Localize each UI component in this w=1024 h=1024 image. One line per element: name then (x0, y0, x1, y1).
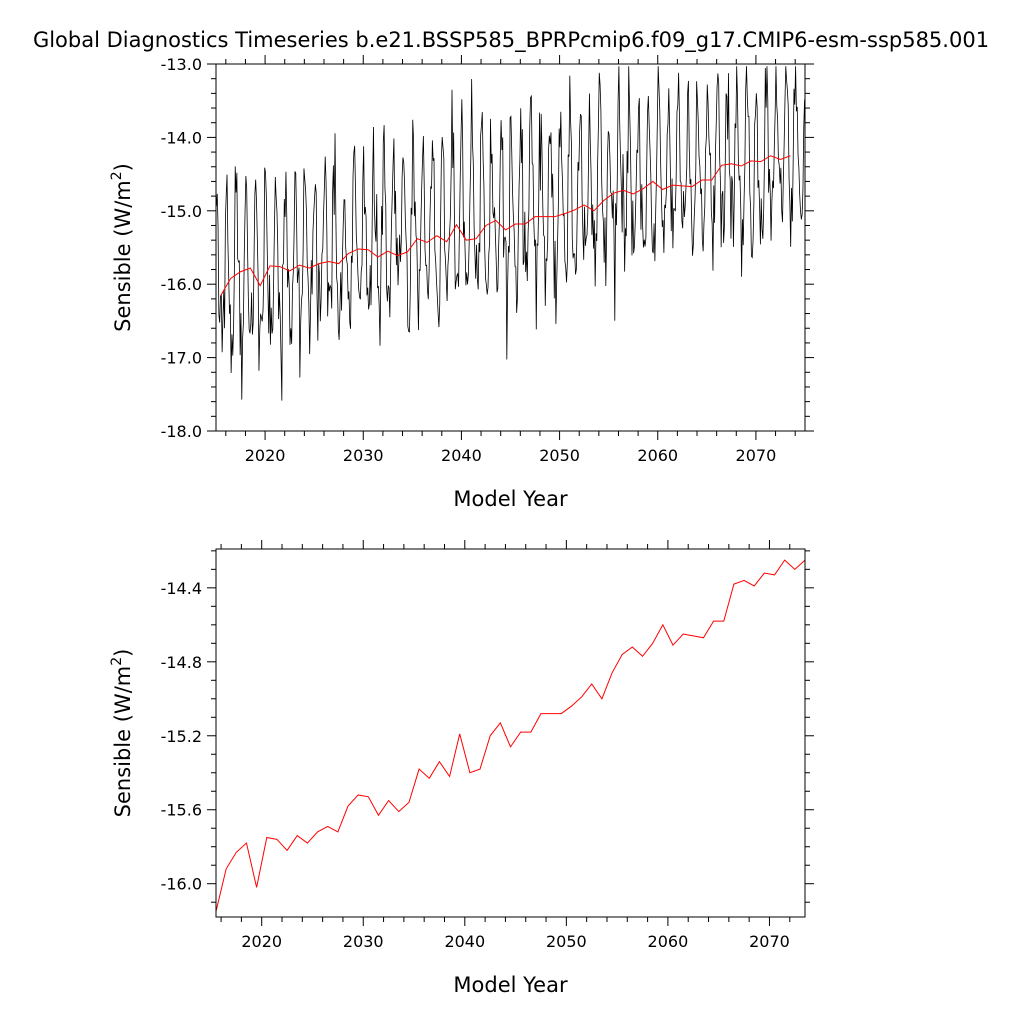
x-tick-label: 2050 (539, 446, 580, 465)
y-tick-label: -14.0 (161, 128, 202, 147)
plot-frame (215, 548, 806, 918)
y-tick-label: -13.0 (161, 55, 202, 74)
y-tick-label: -15.0 (161, 202, 202, 221)
x-tick-label: 2060 (637, 446, 678, 465)
x-tick-label: 2060 (648, 932, 689, 951)
y-tick-label: -14.8 (161, 653, 202, 672)
figure-title: Global Diagnostics Timeseries b.e21.BSSP… (33, 28, 989, 53)
y-tick-label: -18.0 (161, 422, 202, 441)
x-axis-label: Model Year (453, 973, 568, 997)
y-axis-label: Sensible (W/m2) (109, 649, 135, 818)
x-tick-label: 2050 (546, 932, 587, 951)
plot-frame (215, 63, 806, 432)
y-tick-label: -15.2 (161, 727, 202, 746)
y-tick-label: -15.6 (161, 801, 202, 820)
annual-mean-line (220, 155, 791, 296)
x-tick-label: 2020 (241, 932, 282, 951)
x-tick-label: 2070 (749, 932, 790, 951)
x-tick-label: 2030 (343, 932, 384, 951)
y-tick-label: -16.0 (161, 875, 202, 894)
x-tick-label: 2040 (441, 446, 482, 465)
x-tick-label: 2020 (245, 446, 286, 465)
x-tick-label: 2070 (736, 446, 777, 465)
monthly-series-line (216, 66, 805, 401)
x-axis-label: Model Year (453, 487, 568, 511)
y-tick-label: -16.0 (161, 275, 202, 294)
y-tick-label: -17.0 (161, 349, 202, 368)
y-axis-label: Sensible (W/m2) (109, 163, 135, 332)
annual-mean-line (215, 559, 806, 912)
x-tick-label: 2030 (343, 446, 384, 465)
y-tick-label: -14.4 (161, 579, 202, 598)
x-tick-label: 2040 (444, 932, 485, 951)
top-panel: 2020 2030 2040 2050 2060 2070 -18.0 -17.0 -16.0 -… (109, 55, 814, 511)
bottom-panel: 2020 2030 2040 2050 2060 2070 -16.0 -15.6 -15.2 -… (109, 540, 814, 997)
